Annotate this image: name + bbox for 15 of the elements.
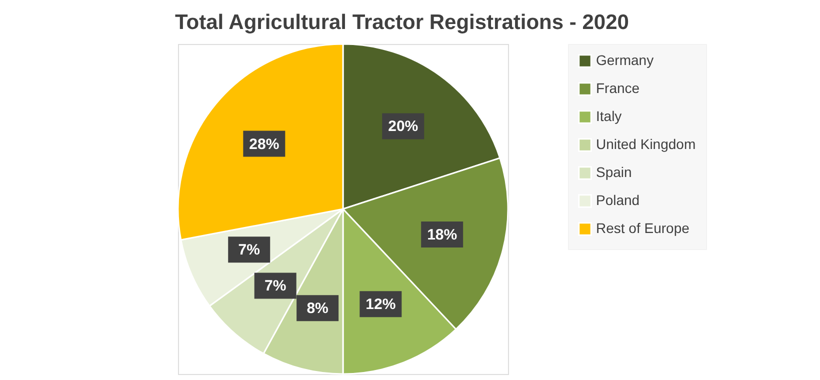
data-label: 7% — [264, 278, 286, 295]
legend-label: France — [596, 80, 640, 96]
legend-label: Germany — [596, 52, 654, 68]
legend-label: Poland — [596, 192, 640, 208]
legend-label: Rest of Europe — [596, 220, 690, 236]
data-label: 20% — [388, 118, 418, 136]
legend-label: Spain — [596, 164, 632, 180]
legend-label: United Kingdom — [596, 136, 696, 152]
data-label: 8% — [306, 300, 328, 318]
data-label: 7% — [238, 242, 260, 259]
chart-title: Total Agricultural Tractor Registrations - 2020 — [175, 11, 629, 34]
data-label: 28% — [249, 136, 280, 153]
data-label: 18% — [427, 226, 458, 244]
data-label: 12% — [366, 296, 396, 314]
legend-label: Italy — [596, 108, 622, 124]
